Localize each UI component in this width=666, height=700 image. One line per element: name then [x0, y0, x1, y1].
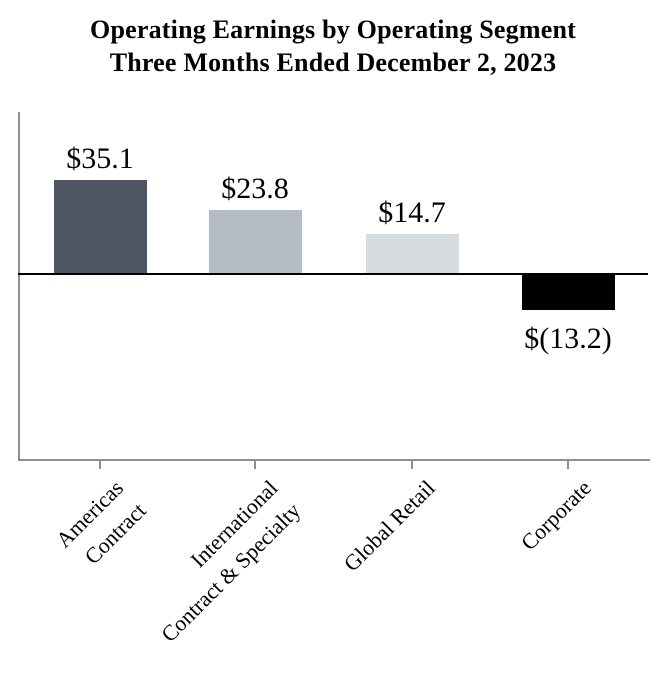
bar-international-contract-specialty	[208, 210, 302, 273]
x-tick-corporate	[567, 461, 569, 469]
y-axis-line	[18, 112, 20, 461]
x-axis-line	[18, 459, 650, 461]
x-tick-label-line: Global Retail	[338, 475, 440, 577]
x-tick-label-line: Corporate	[515, 475, 596, 556]
x-tick-americas-contract	[99, 461, 101, 469]
value-label-corporate: $(13.2)	[524, 322, 612, 355]
value-label-global-retail: $14.7	[378, 196, 446, 229]
x-tick-international-contract-specialty	[254, 461, 256, 469]
bar-global-retail	[365, 234, 459, 273]
value-label-americas-contract: $35.1	[66, 142, 134, 175]
value-label-international-contract-specialty: $23.8	[221, 172, 289, 205]
bar-americas-contract	[53, 180, 147, 273]
chart-title-block: Operating Earnings by Operating Segment …	[0, 13, 666, 79]
x-tick-global-retail	[411, 461, 413, 469]
x-tick-label-corporate: Corporate	[514, 473, 599, 558]
chart-subtitle: Three Months Ended December 2, 2023	[109, 48, 557, 77]
x-tick-label-americas-contract: Americas Contract	[48, 473, 153, 578]
x-tick-label-international-contract-specialty: International Contract & Specialty	[132, 473, 309, 650]
x-tick-label-global-retail: Global Retail	[337, 473, 443, 579]
chart-title: Operating Earnings by Operating Segment	[90, 15, 576, 44]
zero-baseline	[18, 273, 648, 275]
bar-corporate	[521, 275, 615, 310]
